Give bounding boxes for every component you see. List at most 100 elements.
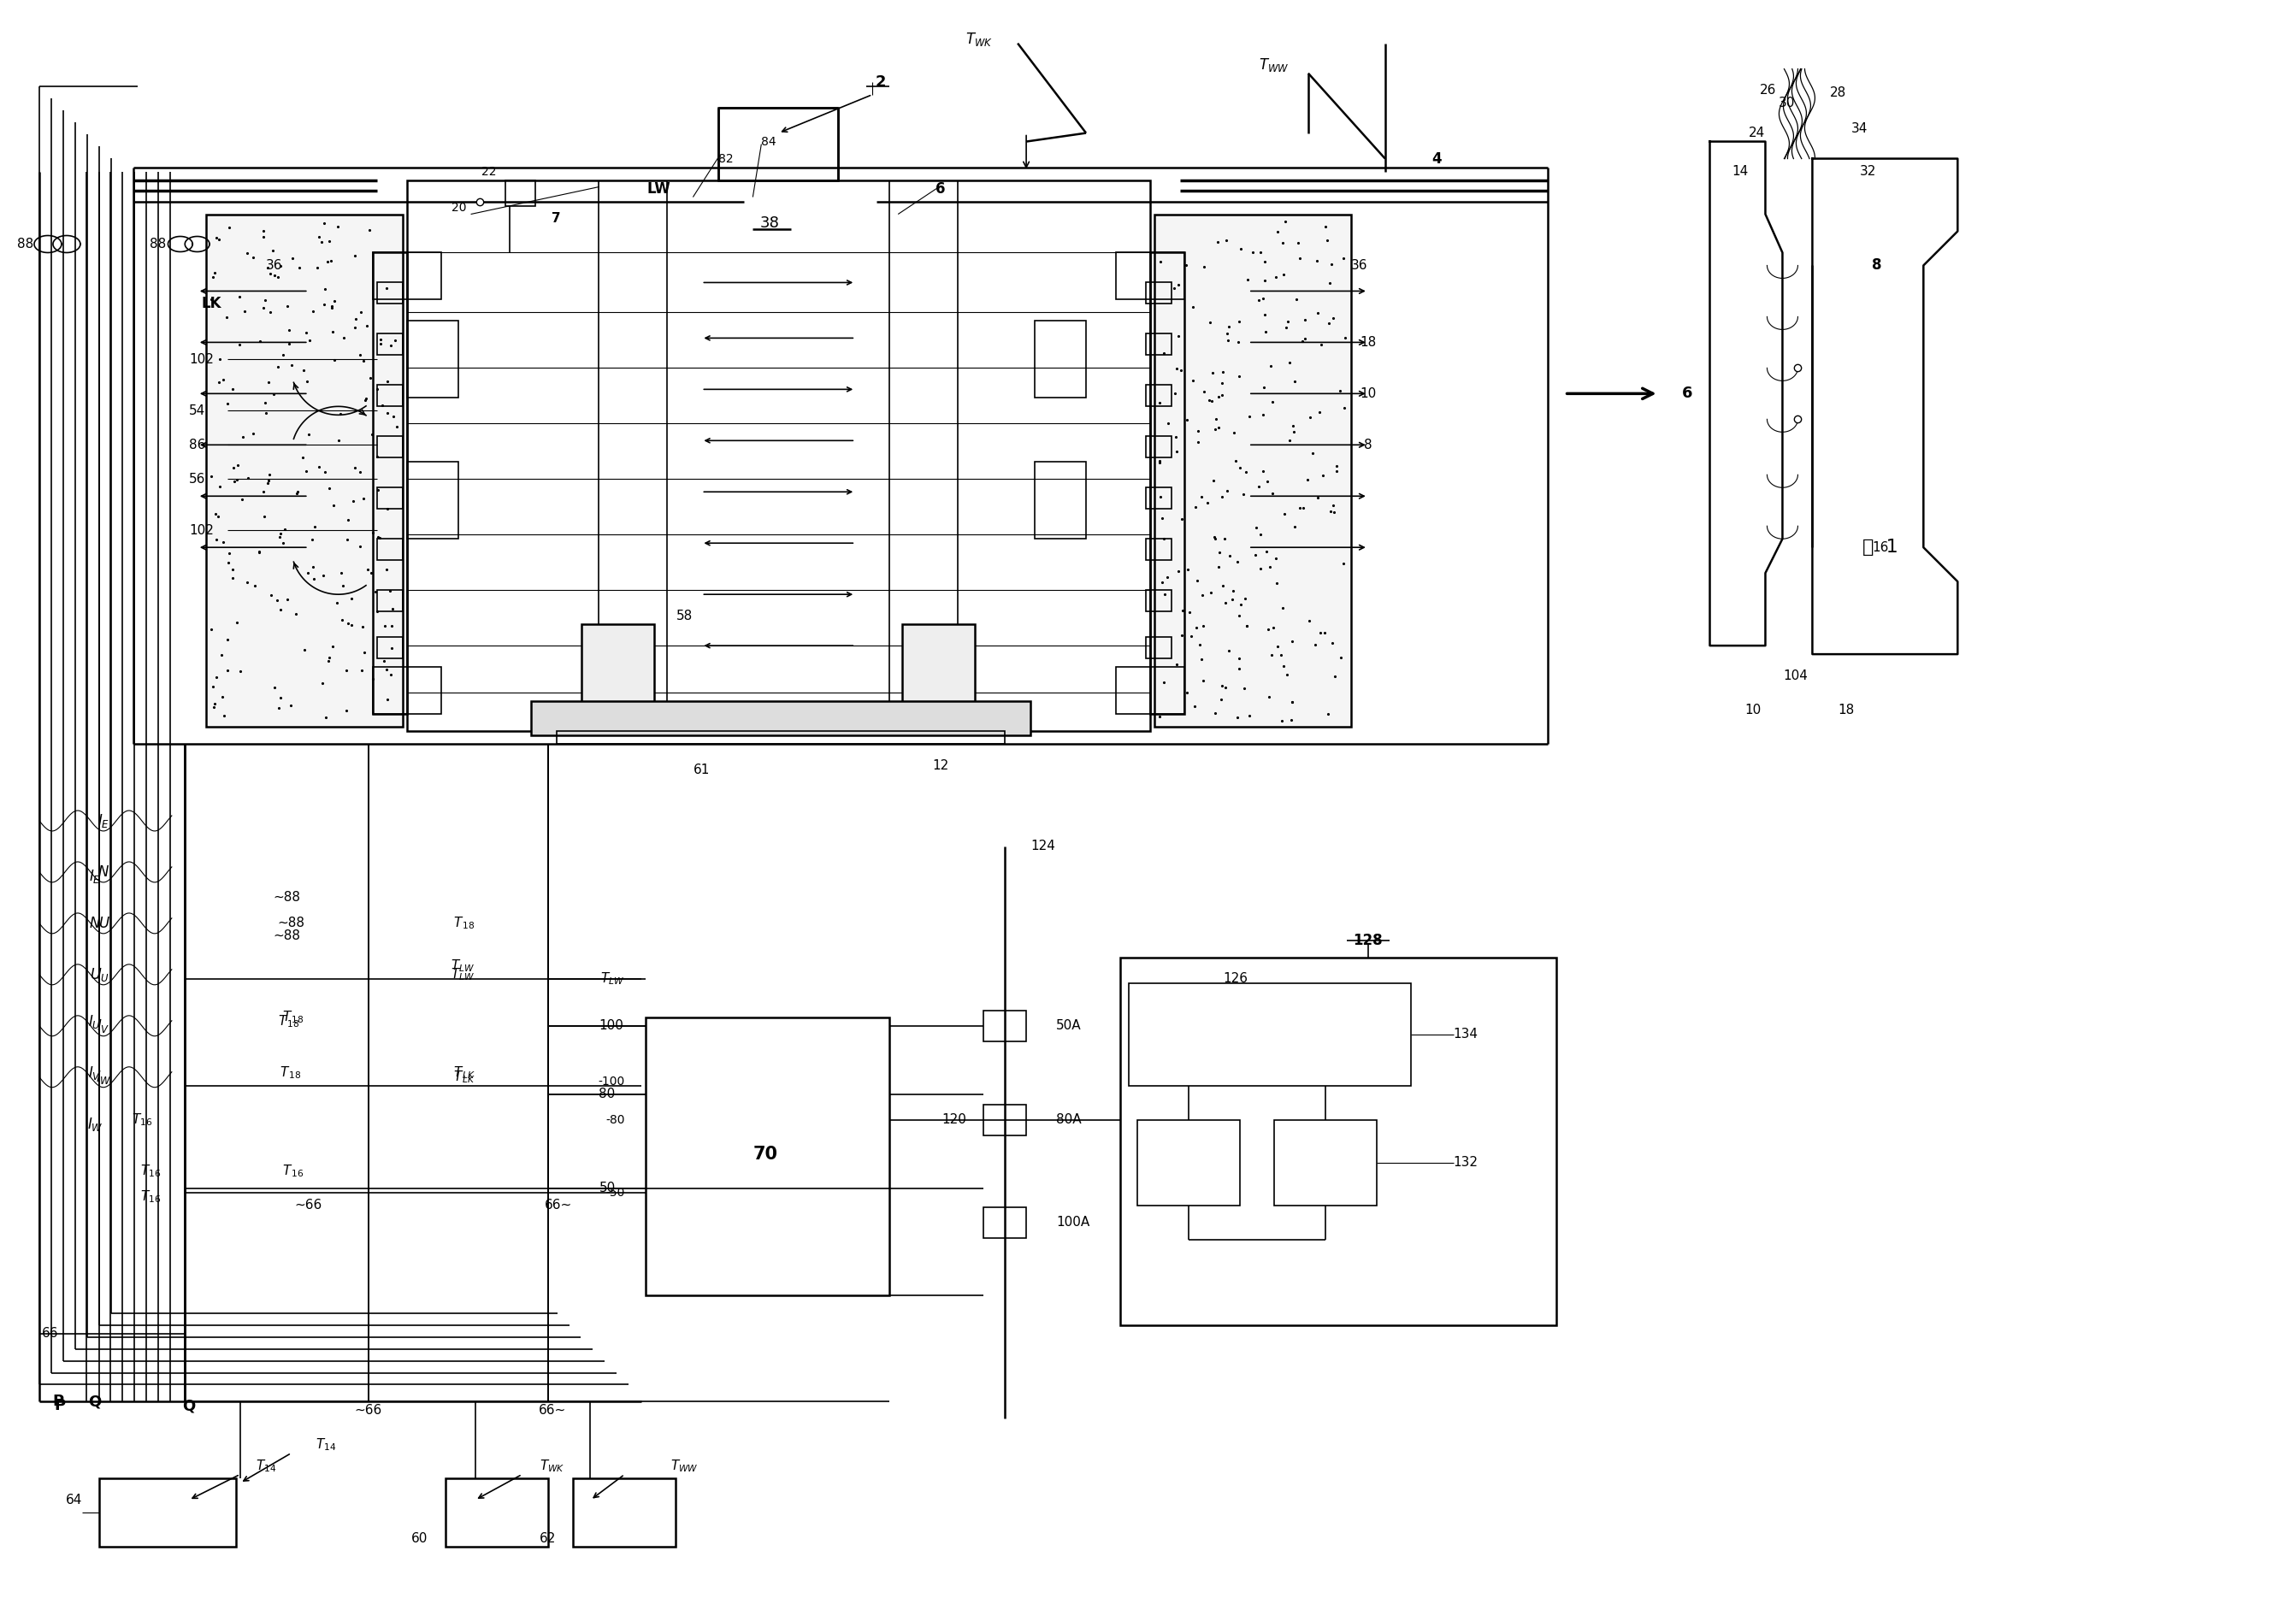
Text: $~T_{18}$: $~T_{18}$ [276, 1013, 298, 1029]
Text: $~T_{16}$: $~T_{16}$ [278, 1163, 303, 1179]
Text: 14: 14 [1731, 165, 1747, 177]
Bar [1035, 321, 1086, 398]
Text: 84: 84 [762, 136, 776, 147]
Text: $I_W$: $I_W$ [96, 1069, 113, 1085]
Bar [406, 321, 457, 398]
Text: 58: 58 [677, 609, 693, 622]
Text: 26: 26 [1759, 83, 1777, 97]
Bar [445, 1478, 549, 1547]
Text: 10: 10 [1745, 703, 1761, 716]
Bar [1146, 385, 1171, 406]
Bar [983, 1010, 1026, 1042]
Text: 36: 36 [1350, 259, 1368, 272]
Text: ~88: ~88 [273, 930, 301, 943]
Text: 图  1: 图 1 [1862, 539, 1899, 556]
Bar [1137, 1120, 1240, 1205]
Text: P: P [53, 1398, 64, 1414]
Text: 66: 66 [41, 1326, 57, 1339]
Bar [406, 181, 1150, 730]
Text: $T_{14}$: $T_{14}$ [255, 1457, 276, 1473]
Text: $I_V$: $I_V$ [87, 1064, 101, 1082]
Text: P: P [53, 1393, 64, 1409]
Text: $I_W$: $I_W$ [87, 1115, 103, 1133]
Bar [1146, 539, 1171, 561]
Bar [645, 1018, 889, 1294]
Bar [1150, 252, 1185, 714]
Text: $T_{14}$: $T_{14}$ [315, 1437, 335, 1453]
Bar [377, 436, 402, 457]
Text: 132: 132 [1453, 1155, 1479, 1170]
Text: 86: 86 [188, 438, 204, 451]
Text: $~T_{LK}$: $~T_{LK}$ [450, 1069, 475, 1085]
Text: $T_{WK}$: $T_{WK}$ [967, 30, 992, 48]
Bar [377, 385, 402, 406]
Text: 66~: 66~ [537, 1405, 565, 1417]
Text: $I_E$: $I_E$ [96, 812, 110, 829]
Text: LK: LK [202, 296, 223, 312]
Bar [574, 1478, 675, 1547]
Text: 8: 8 [1871, 257, 1883, 273]
Bar [1116, 252, 1185, 299]
Bar [1146, 436, 1171, 457]
Bar [1274, 1120, 1378, 1205]
Bar [1130, 983, 1410, 1085]
Text: Q: Q [87, 1393, 101, 1409]
Text: 36: 36 [266, 259, 282, 272]
Text: 6: 6 [1683, 385, 1692, 401]
Text: 12: 12 [932, 759, 948, 772]
Text: -80: -80 [606, 1114, 625, 1127]
Bar [1035, 462, 1086, 539]
Text: 20: 20 [452, 201, 466, 214]
Text: U: U [90, 967, 101, 983]
Bar [377, 334, 402, 355]
Bar [530, 702, 1031, 735]
Bar [377, 539, 402, 561]
Bar [1155, 214, 1350, 727]
Bar [983, 1104, 1026, 1135]
Text: 16: 16 [1871, 542, 1890, 555]
Text: 22: 22 [482, 166, 496, 177]
Bar [377, 487, 402, 508]
Bar [902, 625, 976, 718]
Text: 124: 124 [1031, 841, 1056, 853]
Text: 104: 104 [1784, 670, 1807, 682]
Text: 28: 28 [1830, 86, 1846, 99]
Text: $I_U$: $I_U$ [96, 967, 110, 983]
Text: $T_{LW}$: $T_{LW}$ [450, 967, 475, 983]
Text: ~88: ~88 [278, 917, 305, 930]
Text: 32: 32 [1860, 165, 1876, 177]
Text: $~T_{18}$: $~T_{18}$ [278, 1010, 303, 1026]
Text: 30: 30 [1779, 97, 1795, 110]
Text: $T_{16}~$: $T_{16}~$ [131, 1112, 152, 1128]
Text: $T_{LW}$: $T_{LW}$ [602, 972, 625, 988]
Text: $I_V$: $I_V$ [96, 1018, 110, 1034]
Bar [983, 1206, 1026, 1238]
Text: 24: 24 [1750, 126, 1766, 139]
Bar [99, 1478, 236, 1547]
Text: $~T_{LK}$: $~T_{LK}$ [450, 1064, 475, 1080]
Text: 82: 82 [719, 153, 735, 165]
Text: N: N [90, 916, 101, 932]
Bar [377, 283, 402, 304]
Text: $T_{WK}$: $T_{WK}$ [540, 1457, 565, 1473]
Text: $I_U$: $I_U$ [87, 1013, 101, 1031]
Text: 66~: 66~ [544, 1198, 572, 1211]
Bar [372, 666, 441, 714]
Bar [581, 625, 654, 718]
Text: 102: 102 [188, 524, 214, 537]
Bar [372, 252, 441, 299]
Text: LW: LW [647, 181, 670, 197]
Text: 70: 70 [753, 1146, 778, 1162]
Text: -50: -50 [606, 1186, 625, 1198]
Text: ~88: ~88 [273, 892, 301, 904]
Bar [505, 181, 535, 206]
Text: $~T_{18}$: $~T_{18}$ [450, 916, 475, 932]
Bar [207, 214, 402, 727]
Text: 34: 34 [1851, 123, 1867, 136]
Bar [1146, 334, 1171, 355]
Text: 100: 100 [599, 1020, 625, 1032]
Text: $T_{LW}$: $T_{LW}$ [450, 959, 475, 975]
Text: 7: 7 [551, 213, 560, 225]
Text: $~T_{18}$: $~T_{18}$ [276, 1064, 301, 1080]
Text: 134: 134 [1453, 1028, 1479, 1040]
